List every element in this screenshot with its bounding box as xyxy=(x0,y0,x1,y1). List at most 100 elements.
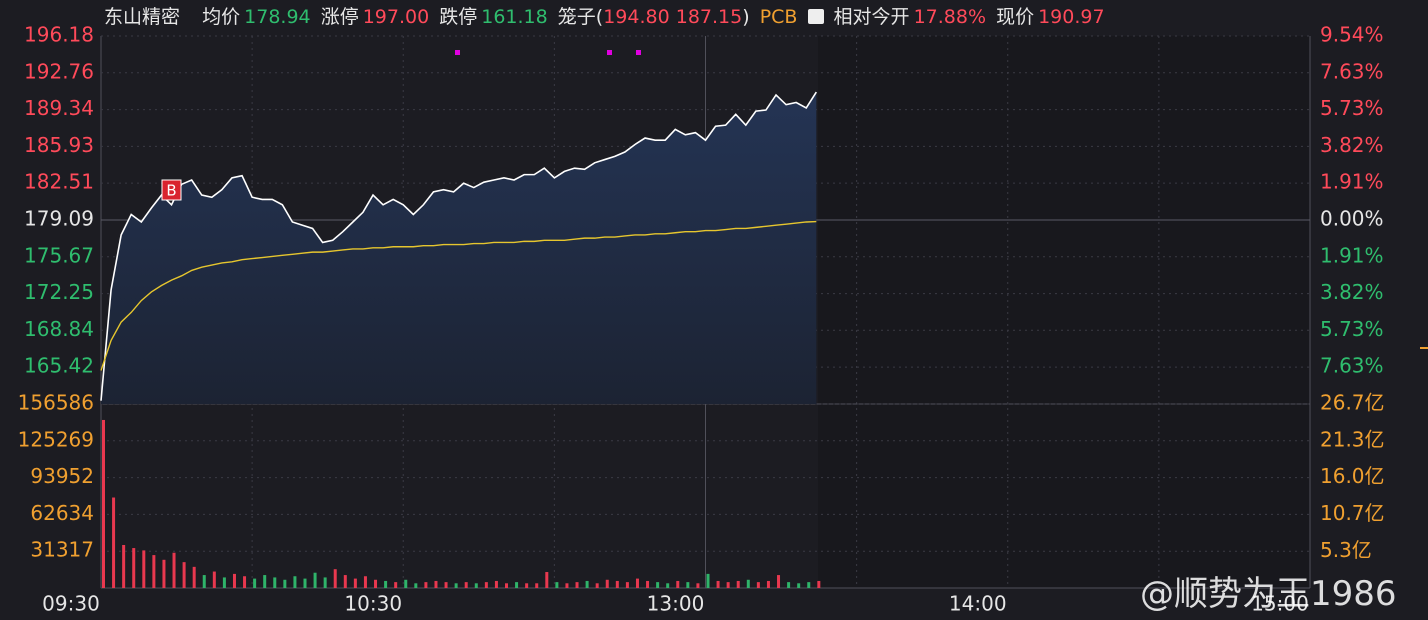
volume-bar xyxy=(505,583,508,588)
y2-tick-label: 7.63% xyxy=(1320,59,1384,83)
label: 相对今开 xyxy=(833,6,910,28)
y-tick-label: 168.84 xyxy=(24,317,94,341)
volume-bar xyxy=(656,582,660,588)
price-line xyxy=(100,91,817,401)
volume-bar xyxy=(605,579,609,588)
volume-bar xyxy=(253,578,257,588)
y2-tick-label: 0.00% xyxy=(1320,207,1384,231)
volume-bar xyxy=(646,580,650,588)
volume-bar xyxy=(102,419,105,588)
y-tick-label: 156586 xyxy=(18,391,94,415)
volume-bar xyxy=(535,583,539,588)
volume-bar xyxy=(625,582,629,588)
y2-tick-label: 7.63% xyxy=(1320,354,1384,378)
value: 17.88% xyxy=(913,6,987,28)
value: 161.18 xyxy=(481,6,548,28)
volume-bar xyxy=(525,583,529,588)
volume-bar xyxy=(726,582,730,588)
price-area xyxy=(101,92,817,405)
volume-bar xyxy=(122,544,126,588)
y2-tick-label: 16.0亿 xyxy=(1320,464,1385,488)
volume-bar xyxy=(545,572,549,588)
y2-tick-label: 5.3亿 xyxy=(1320,538,1372,562)
y-tick-label: 175.67 xyxy=(24,243,94,267)
volume-bar xyxy=(807,582,811,588)
volume-bar xyxy=(444,582,448,588)
y-tick-label: 182.51 xyxy=(24,170,94,194)
y2-tick-label: 5.73% xyxy=(1320,317,1384,341)
edge-marker xyxy=(1420,347,1428,349)
volume-bar xyxy=(172,552,176,588)
volume-bar xyxy=(575,582,579,588)
x-tick-label: 13:00 xyxy=(647,592,705,616)
volume-bar xyxy=(777,575,781,588)
volume-bar xyxy=(615,580,619,588)
y2-tick-label: 26.7亿 xyxy=(1320,391,1385,415)
volume-bar xyxy=(736,580,740,588)
volume-bar xyxy=(454,583,458,588)
volume-bar xyxy=(384,580,388,588)
volume-bar xyxy=(232,573,236,588)
y-tick-label: 31317 xyxy=(30,538,94,562)
x-tick-label: 09:30 xyxy=(42,592,100,616)
y2-tick-label: 10.7亿 xyxy=(1320,501,1385,525)
volume-bar xyxy=(273,577,277,588)
volume-bar xyxy=(474,583,478,588)
volume-bar xyxy=(142,550,146,588)
volume-bar xyxy=(817,580,821,588)
volume-bar xyxy=(202,575,206,588)
volume-bar xyxy=(494,580,498,588)
y-tick-label: 192.76 xyxy=(24,59,94,83)
volume-bar xyxy=(515,582,519,588)
x-tick-label: 14:00 xyxy=(949,592,1007,616)
volume-bar xyxy=(162,559,166,588)
y2-tick-label: 3.82% xyxy=(1320,280,1384,304)
volume-bar xyxy=(686,582,690,588)
event-marker xyxy=(636,50,641,55)
volume-bar xyxy=(766,580,770,588)
volume-bar xyxy=(635,578,639,588)
volume-bar xyxy=(243,576,247,588)
value: 190.97 xyxy=(1038,6,1105,28)
volume-bar xyxy=(484,582,488,588)
volume-bar xyxy=(293,576,297,588)
volume-bar xyxy=(222,577,226,588)
volume-bar xyxy=(424,582,428,588)
y-tick-label: 172.25 xyxy=(24,280,94,304)
volume-bar xyxy=(374,579,378,588)
volume-bar xyxy=(263,575,267,588)
volume-bar xyxy=(212,571,216,588)
value: 197.00 xyxy=(362,6,430,28)
y-tick-label: 196.18 xyxy=(24,23,94,47)
y2-tick-label: 21.3亿 xyxy=(1320,428,1385,452)
volume-bar xyxy=(464,582,468,588)
label: 均价 xyxy=(202,6,241,28)
event-marker xyxy=(455,50,460,55)
y2-tick-label: 1.91% xyxy=(1320,170,1384,194)
label: 跌停 xyxy=(439,6,478,28)
volume-bar xyxy=(414,583,418,588)
volume-bar xyxy=(182,562,186,588)
avg-line xyxy=(100,220,817,371)
volume-bar xyxy=(706,573,710,588)
volume-bar xyxy=(394,582,398,588)
label: 笼子( xyxy=(557,6,604,28)
y-tick-label: 185.93 xyxy=(24,133,94,157)
y2-tick-label: 5.73% xyxy=(1320,96,1384,120)
value: 194.80 187.15 xyxy=(603,6,743,28)
volume-bar xyxy=(585,580,589,588)
y-tick-label: 93952 xyxy=(30,464,94,488)
volume-bar xyxy=(595,583,599,588)
camera-icon[interactable] xyxy=(807,9,824,24)
y2-tick-label: 9.54% xyxy=(1320,23,1384,47)
volume-bar xyxy=(152,555,156,588)
volume-bar xyxy=(192,566,196,588)
watermark: @顺势为王1986 xyxy=(1140,574,1397,614)
volume-bar xyxy=(283,579,287,588)
y-tick-label: 62634 xyxy=(30,501,94,525)
volume-bar xyxy=(404,579,408,588)
label: 涨停 xyxy=(320,6,359,28)
x-tick-label: 15:00 xyxy=(1251,592,1309,616)
volume-bar xyxy=(333,569,337,588)
